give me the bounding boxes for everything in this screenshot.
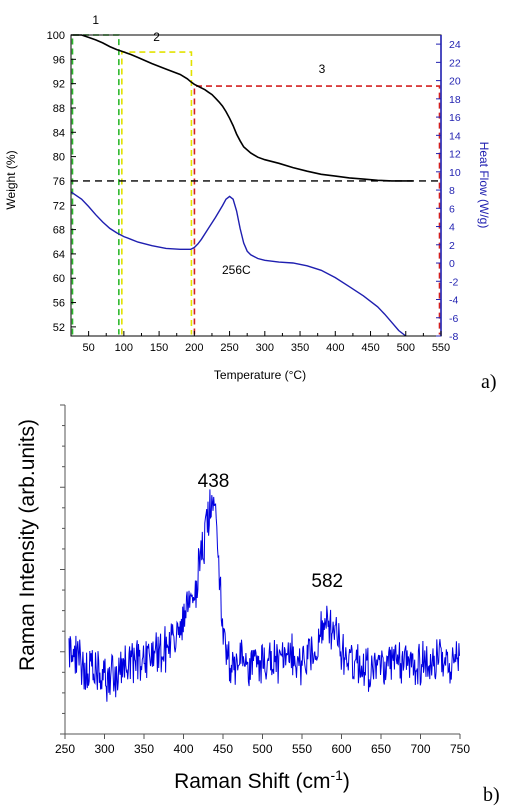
x-tick-label-a: 400 [326,342,344,354]
y-tick-label-right-a: 20 [449,76,461,88]
plot-frame-a [70,34,442,337]
region-labels: 1 2 3 [92,13,325,76]
x-tick-label-a: 300 [256,342,274,354]
y-tick-label-a: 76 [53,176,65,188]
peak-label-438: 438 [198,471,230,492]
weight-curve [71,34,413,182]
y-tick-label-right-a: -4 [449,295,458,307]
y-tick-label-right-a: 22 [449,57,461,69]
y-ticks-left-a: 52 56 60 64 68 72 76 80 84 88 92 96 100 [47,30,76,334]
y-minor-ticks-b [60,404,65,735]
y-tick-label-right-a: 6 [449,203,455,215]
x-tick-label-b: 550 [292,742,312,756]
x-tick-label-a: 550 [432,342,450,354]
x-tick-label-b: 750 [450,742,470,756]
x-tick-label-b: 650 [371,742,391,756]
peak-annotation: 256C [222,263,251,277]
y-axis-label-left-a: Weight (%) [4,150,18,209]
heat-flow-curve [70,191,407,337]
y-tick-label-right-a: 14 [449,130,461,142]
y-tick-label-right-a: -2 [449,276,458,288]
x-tick-label-a: 200 [185,342,203,354]
region-label-3: 3 [319,62,326,76]
y-tick-label-right-a: 16 [449,112,461,124]
y-tick-label-right-a: -6 [449,313,458,325]
panel-label-b: b) [483,784,500,806]
region-box-1 [71,34,120,335]
raman-chart: 250 300 350 400 450 500 550 600 650 700 750 438 582… [16,404,470,793]
x-tick-label-a: 450 [361,342,379,354]
x-tick-label-a: 150 [150,342,168,354]
x-axis-label-a: Temperature (°C) [214,368,306,382]
region-label-1: 1 [92,13,99,27]
y-tick-label-right-a: 0 [449,258,455,270]
x-ticks-b: 250 300 350 400 450 500 550 600 650 700 750 [55,734,470,756]
y-tick-label-right-a: 4 [449,222,455,234]
y-axis-label-b: Raman Intensity (arb.units) [16,419,39,671]
y-tick-label-a: 68 [53,225,65,237]
y-tick-label-right-a: -8 [449,331,458,343]
region-box-2 [121,51,193,335]
y-tick-label-a: 84 [53,127,65,139]
x-tick-label-b: 300 [94,742,114,756]
y-tick-label-a: 56 [53,298,65,310]
x-tick-label-a: 500 [397,342,415,354]
y-tick-label-right-a: 2 [449,240,455,252]
region-box-3 [193,85,441,335]
x-tick-label-b: 400 [173,742,193,756]
panel-label-a: a) [481,371,497,393]
y-tick-label-right-a: 24 [449,39,461,51]
x-tick-label-a: 100 [115,342,133,354]
y-tick-label-a: 80 [53,152,65,164]
x-tick-label-b: 350 [134,742,154,756]
x-axis-label-b: Raman Shift (cm-1) [174,767,350,793]
region-label-2: 2 [153,30,160,44]
y-tick-label-right-a: 8 [449,185,455,197]
x-tick-label-b: 700 [410,742,430,756]
y-tick-label-right-a: 18 [449,94,461,106]
y-tick-label-a: 100 [47,30,65,42]
x-axis-label-b-sup: -1 [330,767,343,783]
x-tick-label-b: 250 [55,742,75,756]
peak-label-582: 582 [311,571,343,592]
x-axis-label-b-base: Raman Shift (cm [174,770,330,793]
tga-dsc-chart: 50 100 150 200 250 300 350 400 450 500 550 5256606… [4,13,491,382]
x-axis-label-b-end: ) [343,770,350,793]
peak-labels: 438 582 [198,471,343,592]
x-tick-label-b: 600 [331,742,351,756]
region-boxes [71,34,441,335]
x-ticks-a: 50 100 150 200 250 300 350 400 450 500 550 [82,331,450,354]
y-tick-label-right-a: 10 [449,167,461,179]
y-tick-label-a: 52 [53,322,65,334]
y-tick-label-a: 72 [53,200,65,212]
x-tick-label-a: 50 [82,342,94,354]
y-axis-label-right-a: Heat Flow (W/g) [477,142,491,229]
y-tick-label-a: 60 [53,273,65,285]
x-tick-label-b: 500 [252,742,272,756]
y-tick-label-a: 88 [53,103,65,115]
y-tick-label-a: 96 [53,54,65,66]
y-tick-label-right-a: 12 [449,149,461,161]
x-tick-label-a: 350 [291,342,309,354]
y-tick-label-a: 64 [53,249,65,261]
x-tick-label-b: 450 [213,742,233,756]
x-tick-label-a: 250 [220,342,238,354]
raman-spectrum [68,489,460,702]
y-tick-label-a: 92 [53,79,65,91]
